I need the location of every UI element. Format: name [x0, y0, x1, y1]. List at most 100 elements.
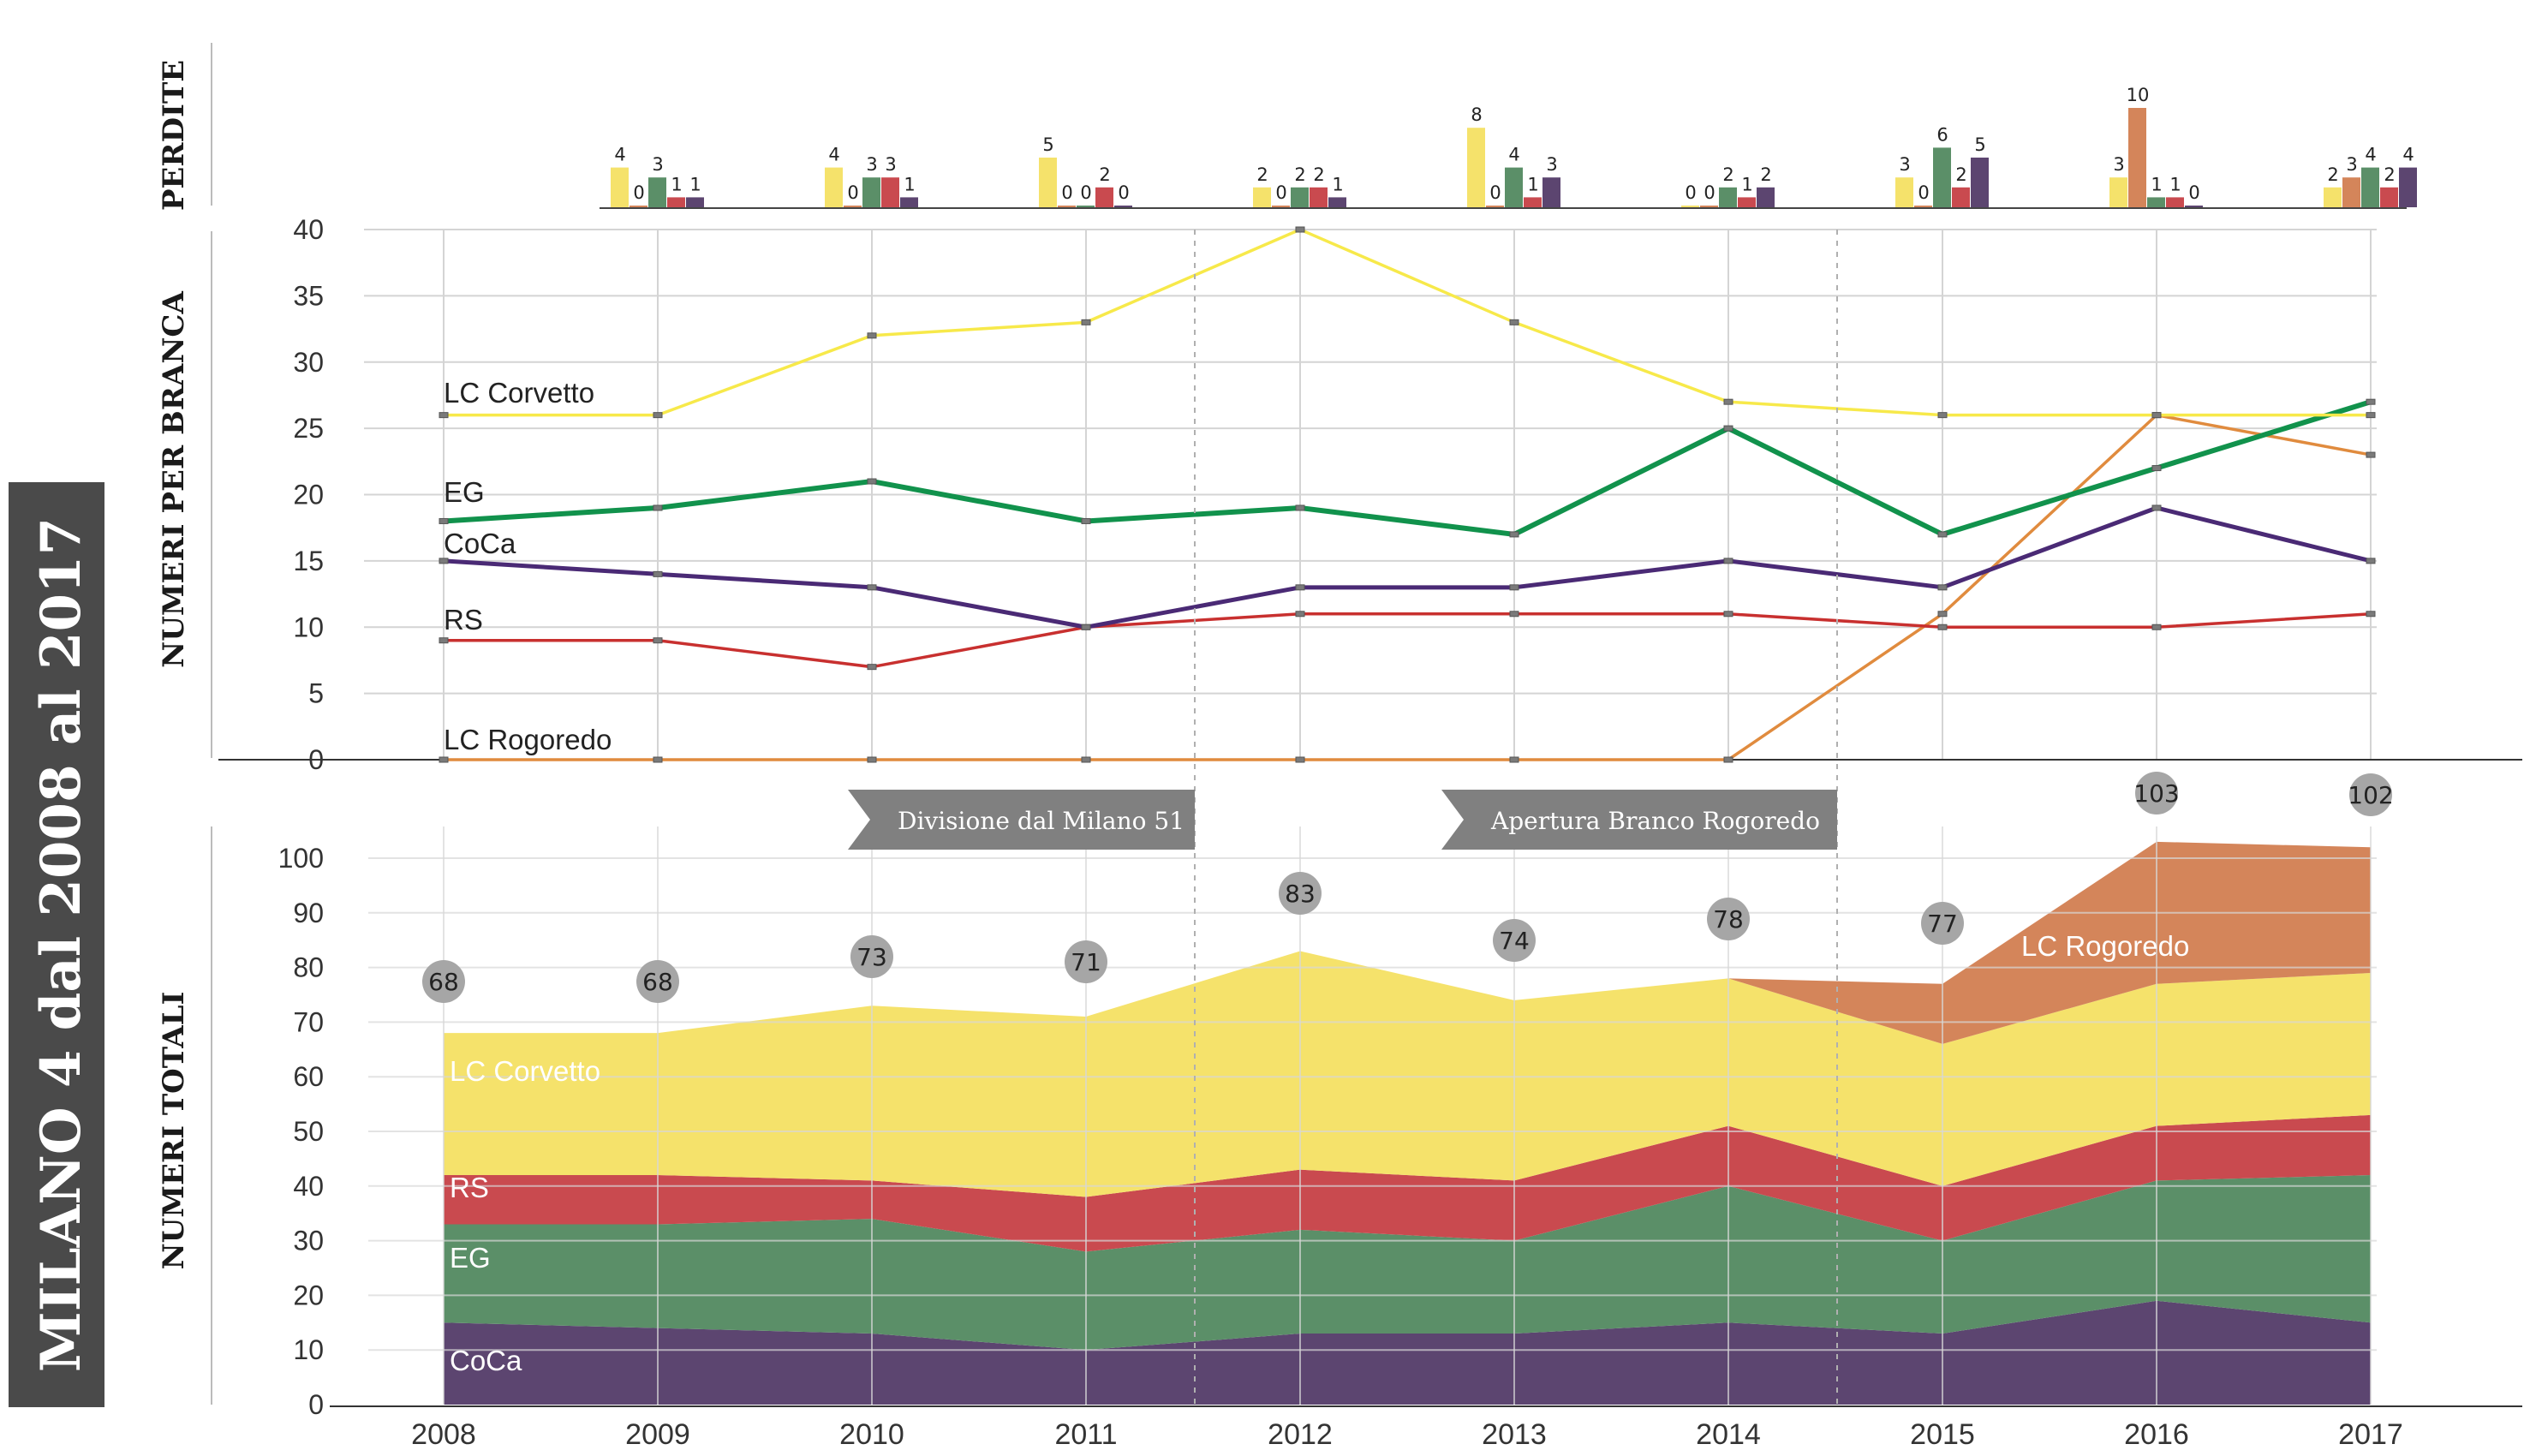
loss-label-coca-2012: 1	[1332, 174, 1343, 194]
line-label-lc-rogoredo: LC Rogoredo	[444, 724, 612, 755]
loss-label-lc-corvetto-2017: 2	[2327, 164, 2338, 185]
loss-bar-lc-rogoredo-2012	[1272, 206, 1290, 207]
loss-bar-eg-2015	[1933, 147, 1951, 207]
loss-bar-lc-corvetto-2013	[1467, 128, 1485, 207]
marker-coca-2013	[1509, 584, 1519, 591]
marker-lc-corvetto-2010	[867, 332, 877, 339]
xtick-2011: 2011	[1054, 1418, 1117, 1451]
total-label-2015: 77	[1927, 910, 1958, 938]
loss-label-rs-2015: 2	[1955, 164, 1966, 185]
x-axis: 2008 2009 2010 2011 2012 2013 2014 2015 2016 2017	[330, 1405, 2522, 1451]
loss-bar-eg-2009	[648, 177, 666, 207]
marker-lc-corvetto-2011	[1081, 319, 1091, 325]
totals-areas: CoCa EG RS LC Corvetto LC Rogoredo	[368, 826, 2377, 1405]
totals-ytick-20: 20	[293, 1280, 324, 1310]
loss-label-coca-2016: 0	[2188, 182, 2199, 203]
xtick-2010: 2010	[839, 1418, 904, 1451]
title-background	[9, 482, 104, 1407]
loss-bar-coca-2009	[686, 197, 704, 207]
loss-bar-lc-rogoredo-2014	[1700, 206, 1718, 207]
loss-bar-rs-2013	[1524, 197, 1542, 207]
loss-bar-lc-rogoredo-2017	[2342, 177, 2360, 207]
marker-lc-rogoredo-2009	[653, 756, 663, 763]
losses-section-label: PERDITE	[157, 60, 191, 211]
xtick-2013: 2013	[1482, 1418, 1547, 1451]
xtick-2015: 2015	[1910, 1418, 1975, 1451]
marker-coca-2011	[1081, 624, 1091, 630]
area-eg	[444, 1175, 2371, 1351]
marker-coca-2010	[867, 584, 877, 591]
total-label-2014: 78	[1713, 905, 1744, 934]
marker-lc-rogoredo-2010	[867, 756, 877, 763]
loss-label-eg-2013: 4	[1508, 145, 1519, 165]
loss-bar-coca-2011	[1114, 206, 1132, 207]
area-label-eg: EG	[450, 1242, 491, 1274]
marker-rs-2010	[867, 664, 877, 671]
total-label-2016: 103	[2133, 779, 2179, 808]
loss-label-lc-rogoredo-2016: 10	[2127, 85, 2150, 105]
loss-label-lc-corvetto-2012: 2	[1256, 164, 1268, 185]
loss-bar-coca-2016	[2185, 206, 2203, 207]
branch-ytick-35: 35	[293, 280, 324, 311]
loss-label-coca-2013: 3	[1546, 154, 1557, 175]
total-bubble-2009	[636, 960, 679, 1003]
total-label-2008: 68	[428, 968, 459, 996]
loss-label-rs-2010: 3	[885, 154, 896, 175]
loss-bar-rs-2017	[2380, 187, 2398, 207]
loss-bar-lc-corvetto-2012	[1253, 187, 1271, 207]
total-label-2012: 83	[1285, 880, 1316, 908]
loss-label-coca-2015: 5	[1974, 134, 1985, 155]
loss-bar-lc-corvetto-2009	[611, 167, 629, 207]
totals-ytick-80: 80	[293, 952, 324, 983]
loss-bar-eg-2011	[1077, 206, 1095, 207]
loss-bar-lc-rogoredo-2015	[1914, 206, 1932, 207]
loss-bar-coca-2014	[1757, 187, 1775, 207]
area-lc-corvetto	[444, 951, 2371, 1197]
loss-label-lc-rogoredo-2011: 0	[1061, 182, 1072, 203]
marker-eg-2014	[1723, 425, 1733, 432]
loss-label-rs-2009: 1	[671, 174, 682, 194]
branch-ytick-10: 10	[293, 612, 324, 642]
marker-rs-2015	[1937, 624, 1948, 630]
total-label-2013: 74	[1499, 927, 1530, 955]
title-banner: MILANO 4 dal 2008 al 2017	[9, 482, 104, 1407]
total-bubble-2010	[850, 935, 893, 978]
marker-lc-corvetto-2013	[1509, 319, 1519, 325]
totals-ytick-100: 100	[278, 843, 324, 874]
loss-label-eg-2011: 0	[1080, 182, 1091, 203]
loss-bar-rs-2016	[2166, 197, 2184, 207]
marker-coca-2016	[2151, 504, 2162, 511]
loss-label-lc-rogoredo-2013: 0	[1489, 182, 1501, 203]
loss-bar-rs-2012	[1310, 187, 1328, 207]
marker-eg-2013	[1509, 531, 1519, 538]
annotation-box-2	[1441, 790, 1837, 850]
loss-bar-lc-corvetto-2015	[1895, 177, 1913, 207]
loss-bar-lc-rogoredo-2011	[1058, 206, 1076, 207]
loss-bar-lc-rogoredo-2016	[2128, 108, 2146, 207]
annotation-text-1: Divisione dal Milano 51	[898, 807, 1184, 835]
marker-lc-corvetto-2008	[439, 412, 449, 419]
loss-label-coca-2011: 0	[1118, 182, 1129, 203]
loss-label-rs-2014: 1	[1741, 174, 1752, 194]
loss-label-coca-2009: 1	[689, 174, 701, 194]
marker-lc-corvetto-2016	[2151, 412, 2162, 419]
area-label-lc-rogoredo: LC Rogoredo	[2021, 930, 2189, 962]
marker-lc-rogoredo-2015	[1937, 611, 1948, 618]
loss-bar-lc-corvetto-2016	[2109, 177, 2127, 207]
loss-label-eg-2014: 2	[1722, 164, 1733, 185]
marker-rs-2013	[1509, 611, 1519, 618]
loss-bar-lc-rogoredo-2010	[844, 206, 862, 207]
xtick-2012: 2012	[1268, 1418, 1333, 1451]
total-bubble-2017	[2349, 773, 2392, 816]
marker-lc-rogoredo-2017	[2366, 451, 2376, 458]
totals-ytick-40: 40	[293, 1171, 324, 1202]
marker-rs-2012	[1295, 611, 1305, 618]
loss-bar-coca-2015	[1971, 158, 1989, 207]
area-lc-rogoredo	[444, 841, 2371, 1044]
loss-label-rs-2016: 1	[2169, 174, 2181, 194]
totals-grid: 0 10 20 30 40 50 60 70 80 90 100	[278, 843, 324, 1420]
total-label-2011: 71	[1071, 948, 1101, 976]
loss-label-rs-2011: 2	[1099, 164, 1110, 185]
chart-title: MILANO 4 dal 2008 al 2017	[29, 517, 93, 1372]
